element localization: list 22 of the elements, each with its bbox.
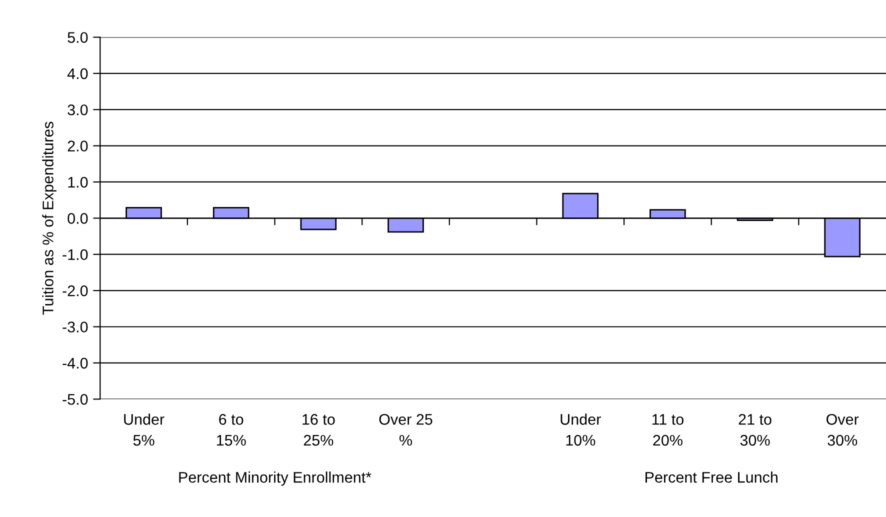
- x-tick-label: Under 10%: [560, 414, 601, 446]
- y-tick-label: -5.0: [62, 394, 88, 405]
- y-tick-label: -2.0: [62, 285, 88, 296]
- y-tick-label: 5.0: [68, 32, 88, 43]
- y-tick-label: -3.0: [62, 322, 88, 332]
- y-tick-label: 0.0: [68, 213, 88, 224]
- y-tick-label: 2.0: [68, 140, 88, 152]
- y-axis-title: Tuition as % of Expenditures: [42, 122, 56, 315]
- text: Percent Minority Enrollment*: [179, 472, 372, 486]
- x-tick-label: Over 25 %: [379, 414, 432, 446]
- y-tick-label: -1.0: [62, 249, 88, 260]
- x-tick-label: Under 5%: [124, 414, 164, 446]
- x-tick-label: Over 30%: [826, 414, 859, 446]
- y-tick-label: 1.0: [68, 176, 88, 188]
- x-tick-label: 21 to 30%: [738, 414, 772, 446]
- text: Percent Free Lunch: [646, 472, 778, 483]
- x-tick-label: 11 to 20%: [652, 414, 684, 446]
- y-tick-label: 4.0: [67, 68, 88, 80]
- x-tick-label: 16 to 25%: [302, 414, 335, 446]
- y-tick-label: -4.0: [62, 358, 88, 369]
- x-tick-label: 6 to 15%: [216, 414, 246, 446]
- y-tick-label: 3.0: [68, 104, 88, 116]
